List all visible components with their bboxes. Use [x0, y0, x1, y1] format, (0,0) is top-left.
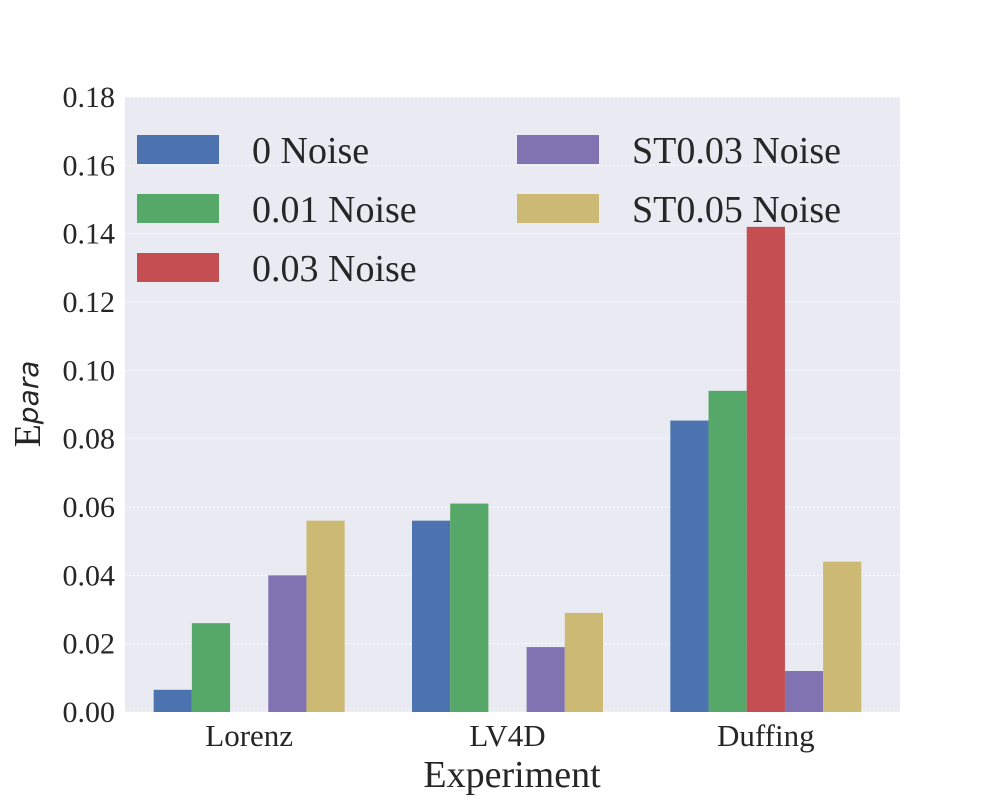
legend-label: ST0.05 Noise — [632, 189, 841, 231]
y-tick-label: 0.08 — [63, 423, 116, 456]
y-tick-labels: 0.00 0.02 0.04 0.06 0.08 0.10 0.12 0.14 0.16 0.18 — [63, 81, 116, 729]
x-tick-label: Duffing — [717, 718, 815, 753]
legend-swatch — [137, 135, 219, 164]
bar — [450, 503, 489, 712]
bar — [191, 623, 231, 712]
bar — [708, 390, 747, 712]
y-tick-label: 0.02 — [63, 628, 116, 661]
bars — [153, 226, 862, 713]
y-tick-label: 0.14 — [63, 218, 116, 251]
y-axis-title-main: E — [7, 424, 49, 447]
y-tick-label: 0.04 — [63, 559, 116, 592]
legend-label: 0 Noise — [252, 130, 369, 172]
bar — [784, 671, 824, 712]
y-tick-label: 0.10 — [63, 354, 116, 387]
bar — [412, 520, 451, 712]
legend-label: 0.03 Noise — [252, 248, 417, 290]
legend-swatch — [517, 135, 599, 164]
bar — [306, 520, 345, 712]
bar — [268, 575, 307, 712]
y-tick-label: 0.06 — [63, 491, 116, 524]
legend-swatch — [137, 253, 219, 282]
y-axis-title-subscript: para — [12, 361, 45, 426]
y-tick-label: 0.00 — [63, 696, 116, 729]
bar — [564, 612, 603, 712]
y-axis-title: Epara — [7, 361, 49, 448]
y-tick-label: 0.16 — [63, 149, 116, 182]
bar — [823, 561, 862, 712]
bar — [670, 420, 709, 712]
bar — [153, 689, 192, 712]
y-tick-label: 0.18 — [63, 81, 116, 114]
x-tick-label: Lorenz — [205, 718, 293, 753]
x-axis-title: Experiment — [423, 754, 601, 796]
legend-swatch — [517, 194, 599, 223]
x-tick-label: LV4D — [469, 718, 545, 753]
legend-swatch — [137, 194, 219, 223]
legend: 0 Noise 0.01 Noise 0.03 Noise ST0.03 Noise S… — [137, 130, 841, 290]
bar — [526, 647, 565, 712]
x-tick-labels: Lorenz LV4D Duffing — [205, 718, 814, 753]
legend-label: 0.01 Noise — [252, 189, 417, 231]
legend-label: ST0.03 Noise — [632, 130, 841, 172]
bar — [746, 226, 785, 713]
y-tick-label: 0.12 — [63, 286, 116, 319]
